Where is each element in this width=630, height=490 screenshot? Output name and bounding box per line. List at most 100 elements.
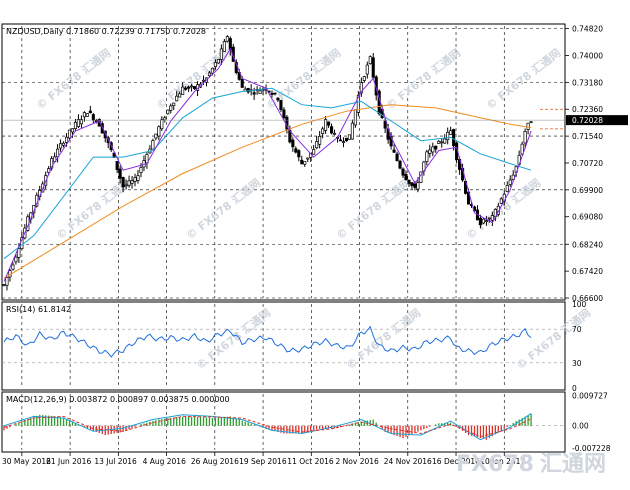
time-tick-label: 2 Nov 2016 xyxy=(336,457,379,466)
candle-body xyxy=(216,59,220,64)
watermark-text: © FX678 汇通网 xyxy=(384,46,463,112)
rsi-series-layer xyxy=(3,325,532,358)
candle-body xyxy=(178,93,182,98)
candle-body xyxy=(115,161,119,170)
candle-body xyxy=(324,119,328,131)
candle-body xyxy=(332,132,337,135)
macd-series-layer xyxy=(3,413,532,441)
candle-body xyxy=(508,179,512,185)
candle-body xyxy=(353,109,357,126)
logo-cn-text: 汇通网 xyxy=(540,452,606,477)
candle-body xyxy=(359,82,363,94)
price-tick-label: 0.72360 xyxy=(572,105,603,114)
time-tick-label: 11 Oct 2016 xyxy=(287,457,334,466)
candle-body xyxy=(526,122,530,130)
candle-body xyxy=(318,136,322,145)
candle-body xyxy=(64,136,69,143)
ma-purple-line xyxy=(3,47,532,282)
macd-tick-label: 0.00 xyxy=(572,422,589,431)
candle-body xyxy=(341,141,346,143)
candle-body xyxy=(383,120,387,129)
time-tick-label: 30 May 2016 xyxy=(2,457,51,466)
candle-body xyxy=(273,92,277,95)
candle-body xyxy=(88,110,92,114)
main-panel-frame xyxy=(1,23,566,301)
candle-body xyxy=(2,284,6,286)
candle-body xyxy=(523,130,527,144)
rsi-axis: 100 70 30 0 xyxy=(572,300,587,393)
candle-body xyxy=(437,141,441,144)
candle-body xyxy=(484,220,488,222)
macd-axis: 0.009727 0.00 -0.007228 xyxy=(572,391,611,453)
candle-body xyxy=(431,146,435,153)
watermark-text: © FX678 汇通网 xyxy=(54,176,133,242)
candle-body xyxy=(100,123,104,134)
candle-body xyxy=(193,86,197,90)
ma-blue-line xyxy=(3,87,532,260)
logo-text: FX678 xyxy=(456,452,534,477)
candle-body xyxy=(347,134,351,140)
candle-body xyxy=(413,183,417,188)
price-series-layer xyxy=(2,35,565,291)
candle-body xyxy=(219,48,223,60)
price-tick-label: 0.70720 xyxy=(572,159,603,168)
candle-body xyxy=(166,109,170,115)
candle-body xyxy=(62,142,66,146)
candle-body xyxy=(139,167,143,173)
candle-body xyxy=(356,94,360,113)
candle-body xyxy=(160,119,164,130)
candle-body xyxy=(258,90,262,94)
candle-body xyxy=(133,177,137,182)
candle-body xyxy=(297,150,301,158)
candle-body xyxy=(252,92,256,95)
candle-body xyxy=(529,121,533,124)
watermark-text: © FX678 汇通网 xyxy=(184,176,263,242)
candle-body xyxy=(70,128,75,133)
macd-panel-frame xyxy=(1,391,566,453)
candle-body xyxy=(175,95,179,102)
candle-body xyxy=(446,131,450,141)
candle-body xyxy=(276,97,280,101)
candle-body xyxy=(294,148,298,153)
candle-body xyxy=(76,119,80,127)
candle-body xyxy=(246,88,250,93)
candle-body xyxy=(315,141,319,149)
candle-body xyxy=(56,148,60,158)
candle-body xyxy=(91,114,95,121)
price-tick-label: 0.71540 xyxy=(572,132,603,141)
rsi-line xyxy=(3,325,532,358)
candle-body xyxy=(73,122,78,130)
price-tick-label: 0.68240 xyxy=(572,240,603,249)
rsi-panel-frame xyxy=(1,301,566,391)
watermark-text: © FX678 汇通网 xyxy=(484,46,563,112)
candle-body xyxy=(181,86,185,95)
macd-signal-line xyxy=(3,415,532,438)
candle-body xyxy=(213,62,217,68)
rsi-tick-label: 100 xyxy=(572,300,587,309)
candle-body xyxy=(82,112,86,118)
symbol-header: NZDUSD,Daily 0.71860 0.72239 0.71750 0.7… xyxy=(6,27,206,36)
candle-body xyxy=(124,184,128,187)
candle-body xyxy=(425,151,429,162)
time-tick-label: 24 Nov 2016 xyxy=(384,457,432,466)
candle-body xyxy=(127,180,131,186)
candle-body xyxy=(443,138,447,144)
rsi-header: RSI(14) 61.8142 xyxy=(6,305,71,314)
candle-body xyxy=(11,264,15,270)
candle-body xyxy=(169,105,173,111)
candle-body xyxy=(136,175,140,181)
macd-line xyxy=(3,413,532,441)
candle-body xyxy=(306,157,310,160)
watermark-text: © FX678 汇通网 xyxy=(34,46,113,112)
time-tick-label: 4 Aug 2016 xyxy=(143,457,186,466)
candle-body xyxy=(240,78,244,88)
candle-body xyxy=(67,129,72,139)
price-tick-label: 0.66600 xyxy=(572,294,603,303)
candle-body xyxy=(270,92,274,95)
candle-body xyxy=(279,100,283,110)
price-axis: 0.74820 0.74000 0.73180 0.72360 0.71540 0.707… xyxy=(565,25,628,303)
time-tick-label: 10 Jan 2017 xyxy=(480,457,525,466)
candle-body xyxy=(398,160,402,169)
